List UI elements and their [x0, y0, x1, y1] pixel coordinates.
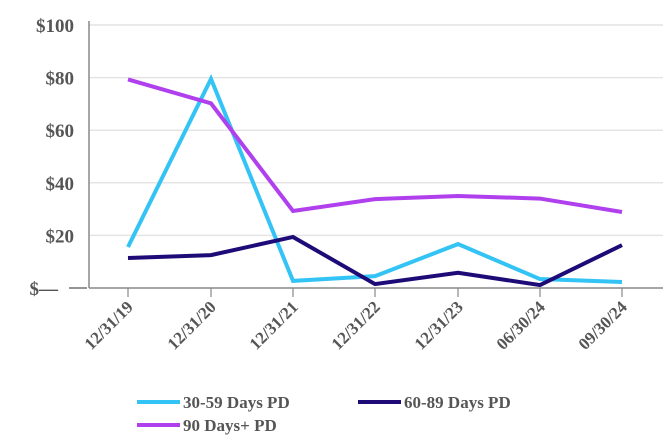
legend-label: 90 Days+ PD	[183, 416, 277, 435]
series-line-2	[127, 77, 623, 214]
x-tick-label: 12/31/22	[328, 297, 384, 353]
x-tick-label: 12/31/20	[164, 297, 220, 353]
series-line-0	[126, 74, 623, 284]
y-tick-label: $20	[46, 226, 75, 247]
x-tick-label: 06/30/24	[493, 297, 550, 354]
y-tick-label: $—	[30, 279, 60, 300]
y-tick-label: $100	[36, 16, 74, 37]
x-tick-label: 12/31/19	[81, 297, 137, 353]
x-tick-label: 09/30/24	[575, 297, 632, 354]
x-tick-label: 12/31/23	[411, 297, 467, 353]
y-tick-label: $60	[46, 121, 75, 142]
y-tick-label: $80	[46, 69, 75, 90]
x-tick-label: 12/31/21	[246, 297, 302, 353]
legend-label: 30-59 Days PD	[183, 393, 290, 412]
legend-label: 60-89 Days PD	[404, 393, 511, 412]
y-tick-label: $40	[46, 174, 75, 195]
